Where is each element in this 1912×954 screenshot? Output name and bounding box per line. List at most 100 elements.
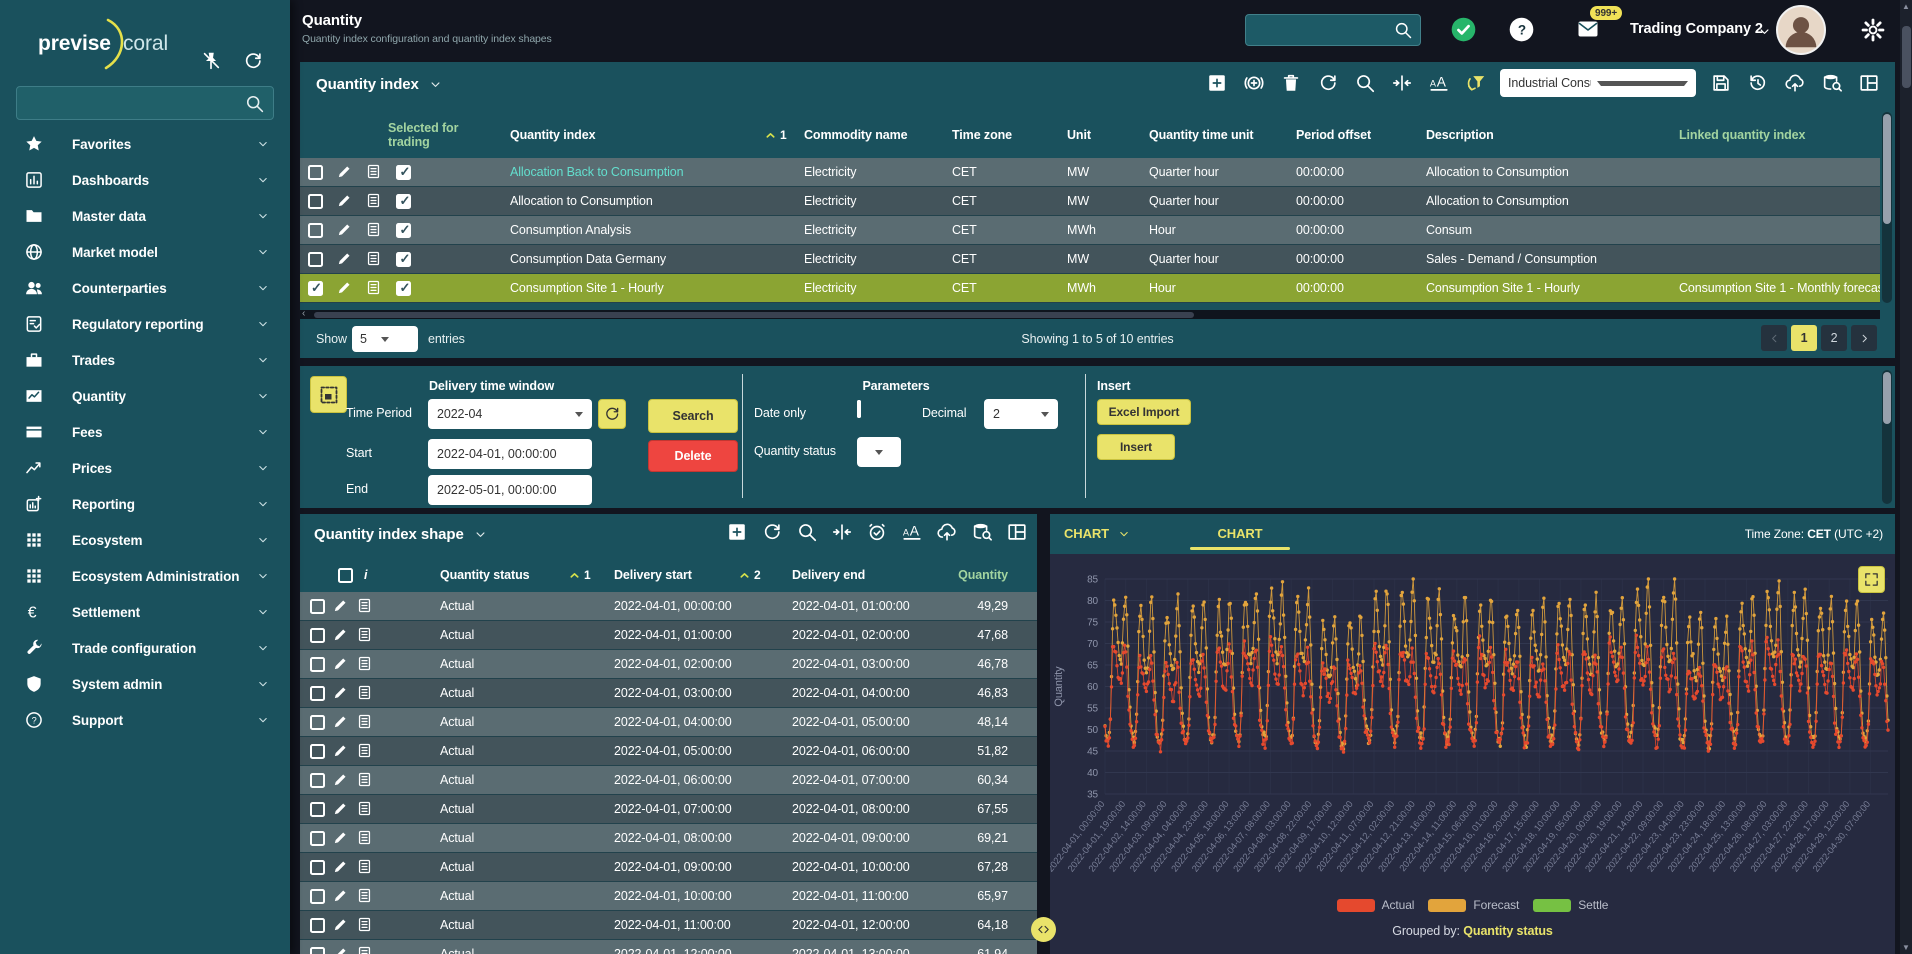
edit-icon[interactable] (330, 799, 350, 819)
sidebar-item-support[interactable]: ?Support (0, 702, 290, 738)
shape-row[interactable]: Actual2022-04-01, 12:00:002022-04-01, 13… (300, 940, 1037, 954)
insert-button[interactable]: Insert (1097, 434, 1175, 460)
details-icon[interactable] (354, 915, 374, 935)
col-delivery-start[interactable]: Delivery start (606, 568, 738, 582)
edit-icon[interactable] (330, 857, 350, 877)
legend-item-forecast[interactable]: Forecast (1428, 898, 1519, 912)
legend-item-actual[interactable]: Actual (1337, 898, 1415, 912)
start-input[interactable] (437, 447, 583, 461)
search-icon[interactable] (1352, 71, 1377, 96)
shape-row[interactable]: Actual2022-04-01, 04:00:002022-04-01, 05… (300, 708, 1037, 737)
shape-row[interactable]: Actual2022-04-01, 01:00:002022-04-01, 02… (300, 621, 1037, 650)
col-period-offset[interactable]: Period offset (1286, 128, 1416, 142)
edit-icon[interactable] (330, 741, 350, 761)
sidebar-item-master-data[interactable]: Master data (0, 198, 290, 234)
sidebar-item-ecosystem-administration[interactable]: Ecosystem Administration (0, 558, 290, 594)
quantity-index-row[interactable]: Allocation to ConsumptionElectricityCETM… (300, 187, 1880, 216)
preset-dropdown[interactable]: Industrial Consumption Sites (1500, 69, 1696, 97)
font-size-icon[interactable]: AA (1426, 71, 1451, 96)
scroll-down-icon[interactable]: ▼ (1902, 943, 1910, 952)
filter-panel-scrollbar[interactable] (1882, 370, 1892, 504)
sidebar-item-prices[interactable]: Prices (0, 450, 290, 486)
edit-icon[interactable] (334, 249, 354, 269)
row-checkbox[interactable] (310, 715, 325, 730)
grouped-by-value[interactable]: Quantity status (1463, 924, 1553, 938)
add-icon[interactable] (724, 520, 749, 545)
layout-icon[interactable] (1856, 71, 1881, 96)
edit-icon[interactable] (334, 278, 354, 298)
quantity-index-row[interactable]: Consumption Site 1 - HourlyElectricityCE… (300, 274, 1880, 303)
row-checkbox[interactable] (310, 657, 325, 672)
shape-row[interactable]: Actual2022-04-01, 08:00:002022-04-01, 09… (300, 824, 1037, 853)
table-search-icon[interactable] (969, 520, 994, 545)
edit-icon[interactable] (330, 770, 350, 790)
cell-quantity-index[interactable]: Allocation Back to Consumption (494, 165, 764, 179)
edit-icon[interactable] (330, 886, 350, 906)
row-checkbox[interactable] (310, 860, 325, 875)
details-icon[interactable] (363, 162, 383, 182)
chevron-down-icon[interactable] (473, 527, 488, 542)
sort-indicator-1[interactable]: 1 (764, 128, 794, 142)
edit-icon[interactable] (330, 915, 350, 935)
col-quantity-status[interactable]: Quantity status (428, 568, 568, 582)
sidebar-item-fees[interactable]: Fees (0, 414, 290, 450)
col-delivery-end[interactable]: Delivery end (784, 568, 938, 582)
row-checkbox[interactable] (308, 252, 323, 267)
row-checkbox[interactable] (310, 628, 325, 643)
edit-icon[interactable] (330, 654, 350, 674)
sidebar-item-trades[interactable]: Trades (0, 342, 290, 378)
decimal-select[interactable]: 2 (984, 399, 1058, 429)
scroll-up-icon[interactable]: ▲ (1902, 2, 1910, 11)
details-icon[interactable] (354, 828, 374, 848)
details-icon[interactable] (354, 770, 374, 790)
mail-icon[interactable] (1574, 17, 1602, 41)
prev-page-button[interactable] (1761, 325, 1787, 351)
sidebar-item-favorites[interactable]: Favorites (0, 126, 290, 162)
col-quantity[interactable]: Quantity (938, 568, 1008, 582)
shape-row[interactable]: Actual2022-04-01, 00:00:002022-04-01, 01… (300, 592, 1037, 621)
col-description[interactable]: Description (1416, 128, 1669, 142)
shape-row[interactable]: Actual2022-04-01, 11:00:002022-04-01, 12… (300, 911, 1037, 940)
search-button[interactable]: Search (648, 399, 738, 433)
col-selected-for-trading[interactable]: Selected for trading (388, 121, 494, 149)
shape-row[interactable]: Actual2022-04-01, 02:00:002022-04-01, 03… (300, 650, 1037, 679)
add-icon[interactable] (1204, 71, 1229, 96)
details-icon[interactable] (363, 249, 383, 269)
details-icon[interactable] (354, 799, 374, 819)
collapse-icon[interactable] (829, 520, 854, 545)
sidebar-item-system-admin[interactable]: System admin (0, 666, 290, 702)
row-checkbox[interactable] (310, 599, 325, 614)
edit-icon[interactable] (334, 220, 354, 240)
col-quantity-time-unit[interactable]: Quantity time unit (1139, 128, 1286, 142)
table-search-icon[interactable] (1819, 71, 1844, 96)
edit-icon[interactable] (330, 683, 350, 703)
page-button-1[interactable]: 1 (1791, 325, 1817, 351)
help-icon[interactable]: ? (1508, 16, 1535, 43)
col-time-zone[interactable]: Time zone (942, 128, 1057, 142)
row-checkbox[interactable] (310, 947, 325, 954)
col-commodity-name[interactable]: Commodity name (794, 128, 942, 142)
row-checkbox[interactable] (308, 194, 323, 209)
collapse-icon[interactable] (1389, 71, 1414, 96)
details-icon[interactable] (354, 944, 374, 954)
refresh-sidebar-icon[interactable] (242, 50, 270, 78)
splitter-drag-handle[interactable] (1031, 917, 1056, 942)
selected-for-trading-checkbox[interactable] (396, 223, 411, 238)
sort-indicator-1[interactable]: 1 (568, 568, 606, 582)
details-icon[interactable] (354, 857, 374, 877)
col-quantity-index[interactable]: Quantity index (494, 128, 764, 142)
time-period-select[interactable]: 2022-04 (428, 399, 592, 429)
sidebar-item-quantity[interactable]: Quantity (0, 378, 290, 414)
details-icon[interactable] (354, 712, 374, 732)
row-checkbox[interactable] (310, 686, 325, 701)
details-icon[interactable] (354, 886, 374, 906)
date-only-checkbox[interactable] (857, 400, 861, 418)
quantity-index-horizontal-scrollbar[interactable]: ‹ (300, 310, 1880, 319)
app-logo[interactable]: previse coral (20, 18, 190, 70)
details-icon[interactable] (354, 596, 374, 616)
details-icon[interactable] (363, 220, 383, 240)
details-icon[interactable] (363, 191, 383, 211)
sidebar-search-input[interactable] (25, 87, 235, 119)
page-button-2[interactable]: 2 (1821, 325, 1847, 351)
sidebar-item-settlement[interactable]: €Settlement (0, 594, 290, 630)
